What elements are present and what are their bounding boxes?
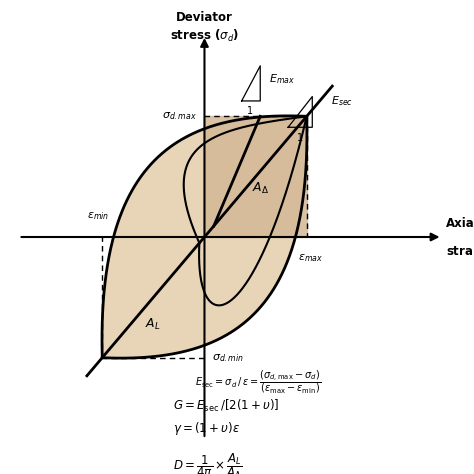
Text: $\sigma_{d.max}$: $\sigma_{d.max}$ (162, 110, 197, 122)
Text: strain ($\varepsilon$): strain ($\varepsilon$) (446, 243, 474, 258)
Text: $E_{max}$: $E_{max}$ (269, 72, 295, 86)
Text: $D=\dfrac{1}{4\pi}\times\dfrac{A_L}{A_\Delta}$: $D=\dfrac{1}{4\pi}\times\dfrac{A_L}{A_\D… (173, 451, 243, 474)
Text: $\sigma_{d.min}$: $\sigma_{d.min}$ (212, 352, 244, 364)
Text: Deviator: Deviator (176, 11, 233, 24)
Text: $\gamma=(1+\upsilon)\varepsilon$: $\gamma=(1+\upsilon)\varepsilon$ (173, 420, 240, 437)
Text: $E_\mathrm{sec}=\sigma_d\,/\,\varepsilon=\dfrac{\left(\sigma_{d,\mathrm{max}}-\s: $E_\mathrm{sec}=\sigma_d\,/\,\varepsilon… (195, 369, 321, 396)
Polygon shape (204, 116, 307, 237)
Text: stress ($\sigma_d$): stress ($\sigma_d$) (170, 28, 239, 44)
Text: $A_L$: $A_L$ (145, 317, 160, 332)
Text: Axial: Axial (446, 218, 474, 230)
Text: $\varepsilon_{max}$: $\varepsilon_{max}$ (298, 252, 323, 264)
Text: $E_{sec}$: $E_{sec}$ (331, 94, 353, 108)
Text: 1: 1 (297, 133, 303, 143)
Polygon shape (102, 116, 307, 358)
Text: $\varepsilon_{min}$: $\varepsilon_{min}$ (87, 210, 109, 222)
Text: 1: 1 (247, 107, 253, 117)
Text: $A_\Delta$: $A_\Delta$ (252, 181, 269, 196)
Text: $G=E_\mathrm{sec}\,/[2(1+\upsilon)]$: $G=E_\mathrm{sec}\,/[2(1+\upsilon)]$ (173, 398, 280, 414)
